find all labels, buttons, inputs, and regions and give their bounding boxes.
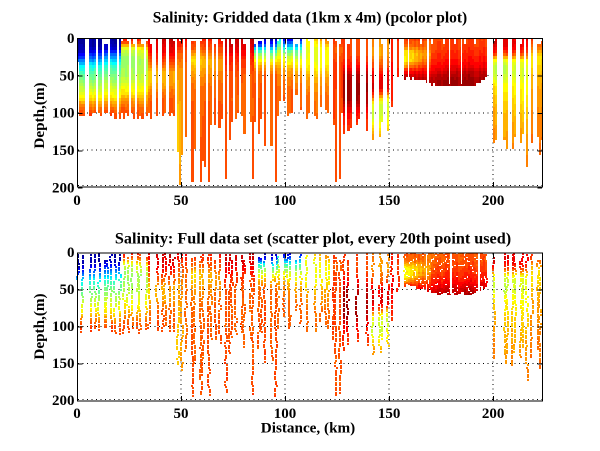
svg-text:100: 100	[274, 193, 297, 209]
svg-text:150: 150	[378, 193, 401, 209]
svg-text:Distance, (km): Distance, (km)	[261, 420, 355, 437]
svg-text:50: 50	[174, 406, 189, 422]
svg-text:100: 100	[274, 406, 297, 422]
svg-text:0: 0	[73, 193, 81, 209]
svg-text:200: 200	[482, 193, 505, 209]
svg-text:Depth,(m): Depth,(m)	[31, 82, 48, 148]
svg-text:Salinity: Gridded data (1km x: Salinity: Gridded data (1km x 4m) (pcolo…	[153, 9, 467, 26]
svg-text:0: 0	[67, 245, 75, 261]
svg-text:Depth,(m): Depth,(m)	[31, 293, 48, 359]
svg-text:50: 50	[60, 68, 75, 84]
svg-text:50: 50	[60, 282, 75, 298]
svg-text:0: 0	[73, 406, 81, 422]
svg-text:200: 200	[482, 406, 505, 422]
svg-text:100: 100	[52, 106, 75, 122]
svg-text:0: 0	[67, 31, 75, 47]
svg-text:200: 200	[52, 180, 75, 196]
svg-text:50: 50	[174, 193, 189, 209]
svg-text:150: 150	[378, 406, 401, 422]
svg-text:150: 150	[52, 356, 75, 372]
svg-text:200: 200	[52, 393, 75, 409]
svg-text:150: 150	[52, 143, 75, 159]
svg-text:100: 100	[52, 319, 75, 335]
svg-text:Salinity: Full data set (scatt: Salinity: Full data set (scatter plot, e…	[115, 230, 511, 248]
